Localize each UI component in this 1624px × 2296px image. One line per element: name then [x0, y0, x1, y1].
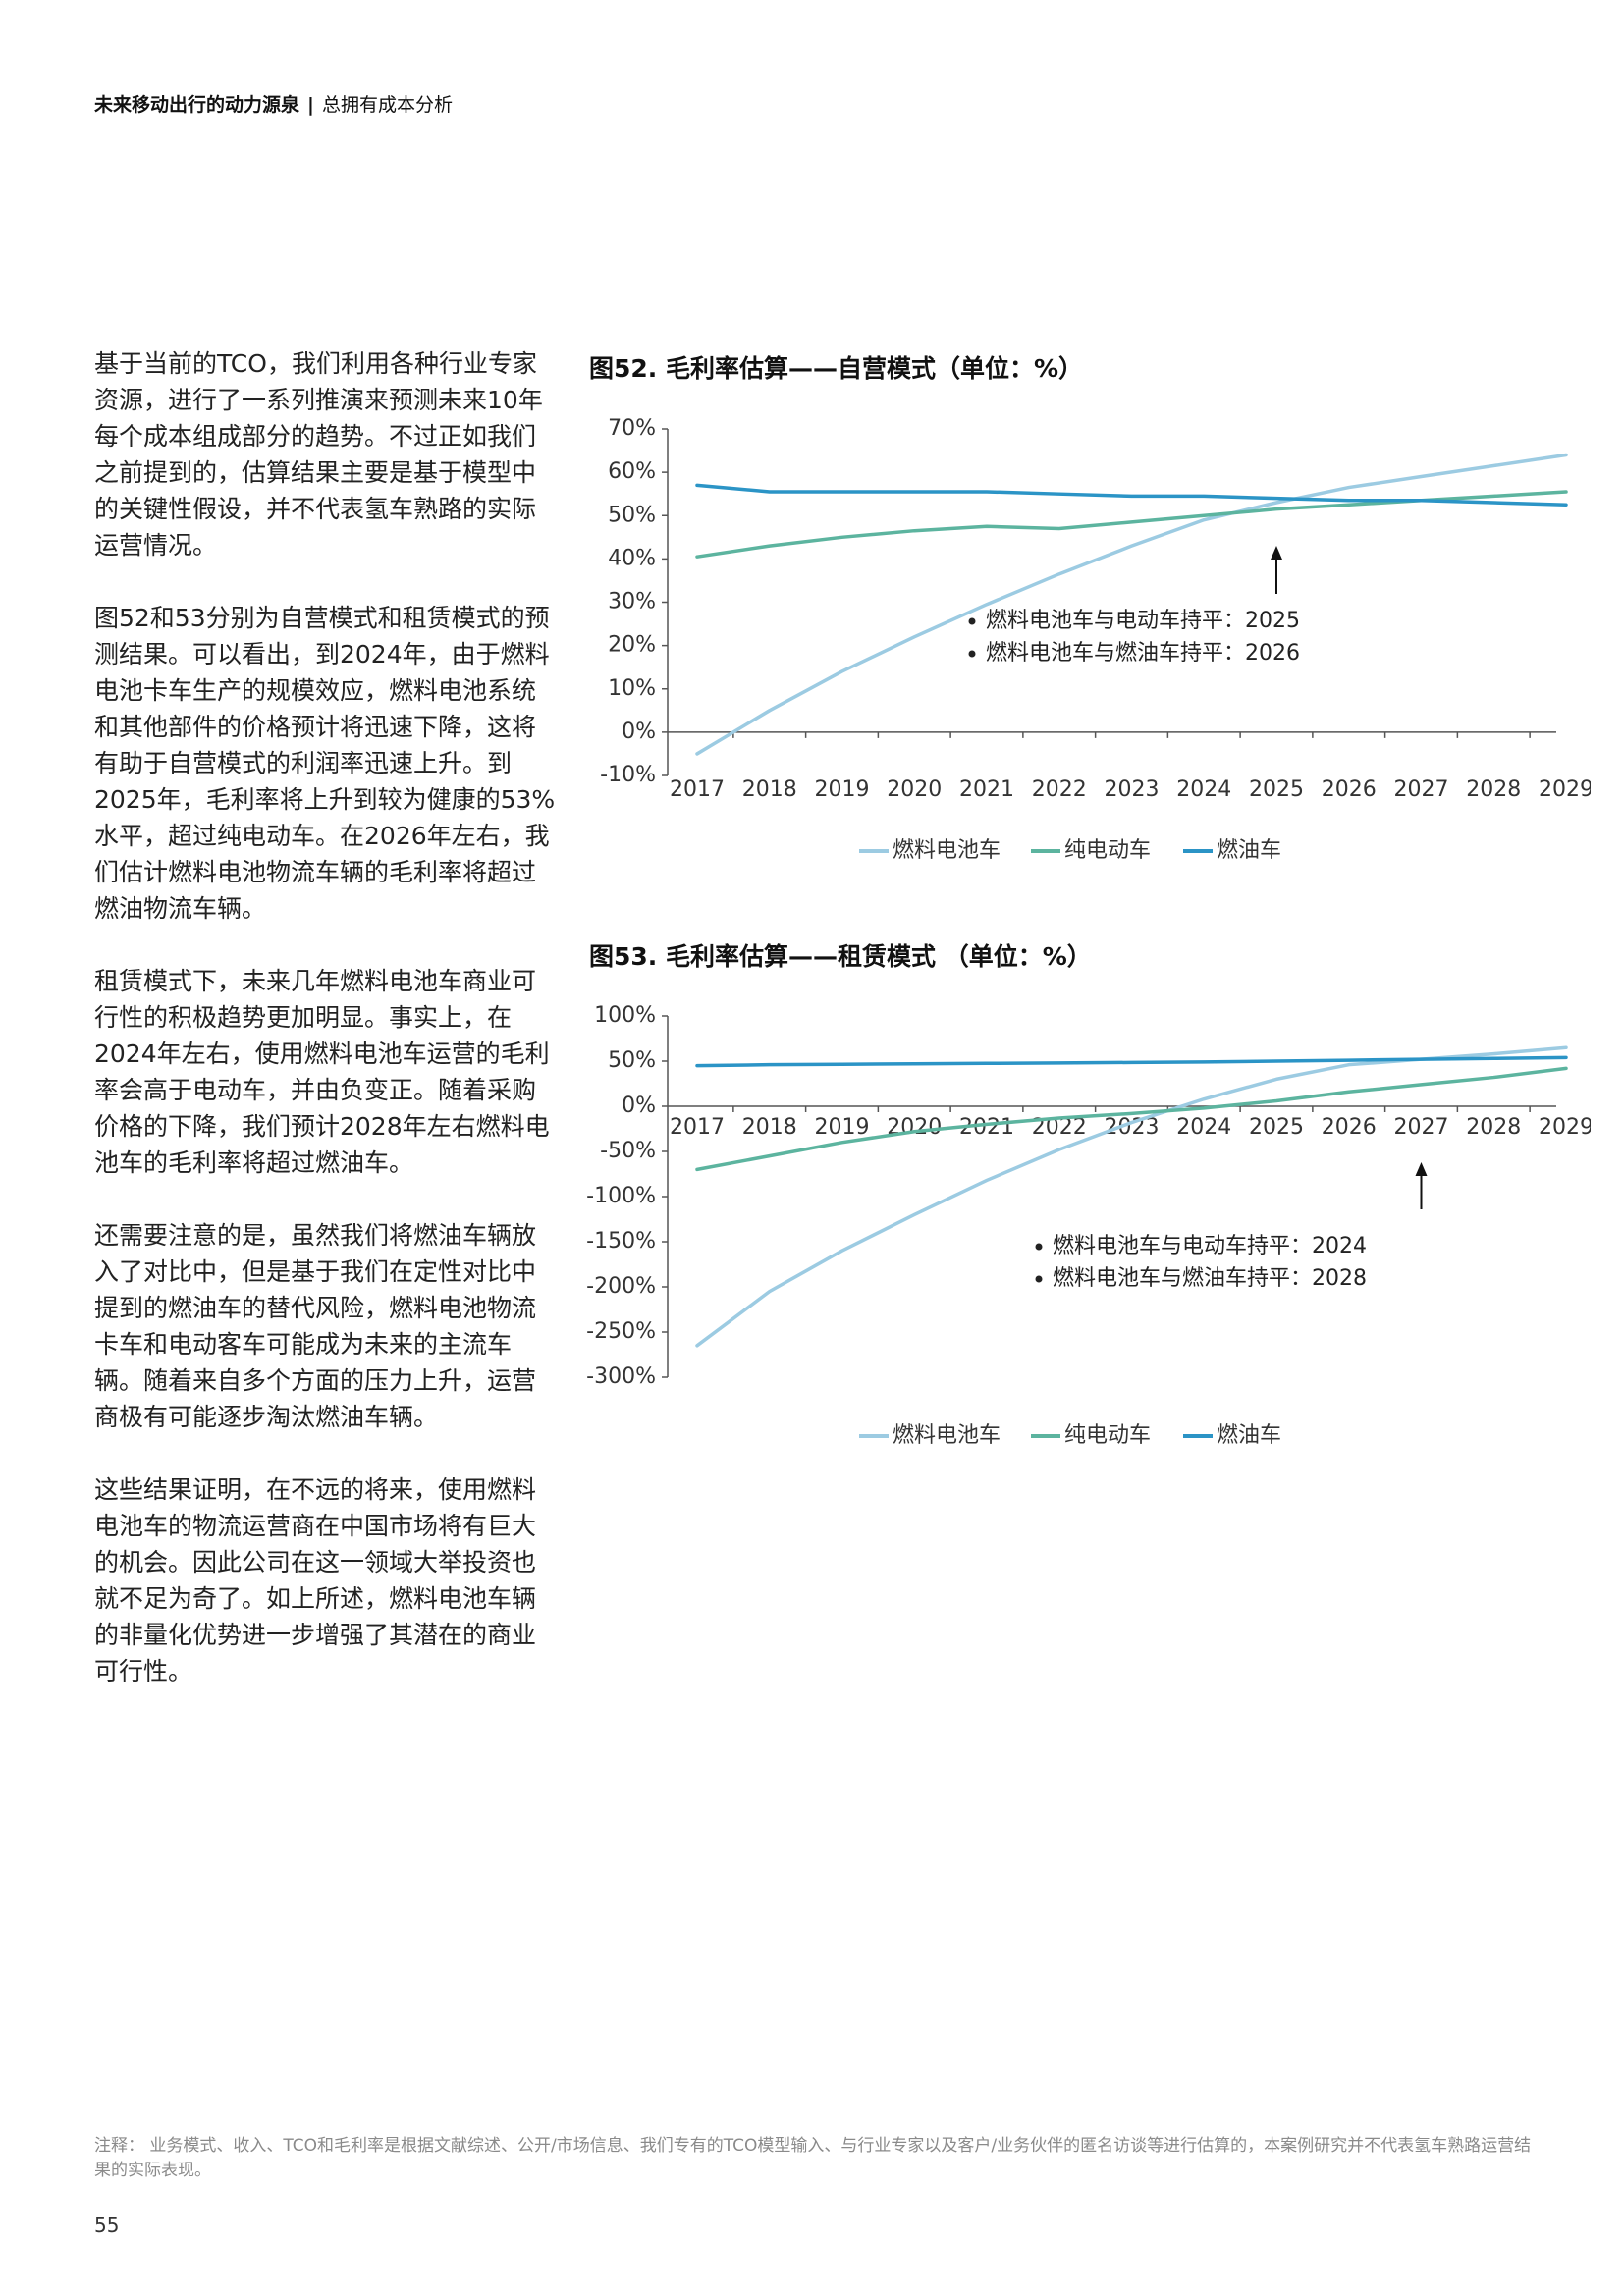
x-tick-label: 2023: [1105, 1115, 1160, 1140]
paragraph: 这些结果证明，在不远的将来，使用燃料电池车的物流运营商在中国市场将有巨大的机会。…: [94, 1475, 537, 1685]
x-tick-label: 2028: [1466, 1115, 1521, 1140]
x-tick-label: 2029: [1539, 777, 1591, 802]
annotation-arrowhead: [1415, 1162, 1428, 1176]
figure-52-title: 图52. 毛利率估算——自营模式（单位：%）: [589, 354, 1084, 383]
y-tick-label: 20%: [608, 633, 656, 658]
y-tick-label: -50%: [600, 1139, 656, 1163]
page-header: 未来移动出行的动力源泉 | 总拥有成本分析: [94, 90, 453, 117]
annotation-bullet: [968, 617, 976, 625]
y-tick-label: 0%: [622, 1094, 656, 1118]
y-tick-label: 50%: [608, 503, 656, 527]
y-tick-label: 100%: [594, 1003, 656, 1028]
body-text: 基于当前的TCO，我们利用各种行业专家资源，进行了一系列推演来预测未来10年每个…: [94, 346, 556, 1726]
paragraph: 基于当前的TCO，我们利用各种行业专家资源，进行了一系列推演来预测未来10年每个…: [94, 349, 543, 560]
x-tick-label: 2026: [1322, 777, 1377, 802]
series-line-1: [695, 453, 1568, 756]
annotation-bullet: [1035, 1243, 1043, 1251]
series-line-1: [695, 1045, 1568, 1348]
figure-53-chart: 100% 50% 0% -50% -100% -150% -200% -250% -300% 20…: [586, 1003, 1591, 1448]
x-tick-label: 2027: [1394, 1115, 1449, 1140]
report-title: 未来移动出行的动力源泉: [94, 94, 300, 116]
y-tick-label: -250%: [586, 1319, 656, 1344]
paragraph: 租赁模式下，未来几年燃料电池车商业可行性的积极趋势更加明显。事实上，在2024年…: [94, 967, 550, 1177]
y-tick-label: 0%: [622, 720, 656, 744]
page-number: 55: [94, 2214, 120, 2237]
x-tick-label: 2018: [742, 777, 797, 802]
x-tick-label: 2024: [1176, 777, 1231, 802]
annotation-bullet: [1035, 1275, 1043, 1283]
annotation-text: 燃料电池车与燃油车持平：2028: [1053, 1266, 1367, 1291]
header-separator: |: [307, 94, 314, 116]
x-tick-label: 2019: [815, 1115, 870, 1140]
x-tick-label: 2027: [1394, 777, 1449, 802]
paragraph: 还需要注意的是，虽然我们将燃油车辆放入了对比中，但是基于我们在定性对比中提到的燃…: [94, 1221, 537, 1431]
x-tick-label: 2017: [670, 1115, 725, 1140]
series-line-3: [695, 1055, 1568, 1068]
x-tick-label: 2026: [1322, 1115, 1377, 1140]
annotation-text: 燃料电池车与电动车持平：2025: [986, 609, 1300, 633]
y-tick-label: -200%: [586, 1274, 656, 1299]
y-tick-label: 40%: [608, 546, 656, 570]
annotation-bullet: [968, 650, 976, 658]
annotation-text: 燃料电池车与燃油车持平：2026: [986, 641, 1300, 666]
y-tick-label: 70%: [608, 416, 656, 441]
y-tick-label: 30%: [608, 590, 656, 614]
x-tick-label: 2024: [1176, 1115, 1231, 1140]
figure-53-title: 图53. 毛利率估算——租赁模式 （单位：%）: [589, 942, 1092, 971]
paragraph: 图52和53分别为自营模式和租赁模式的预测结果。可以看出，到2024年，由于燃料…: [94, 604, 556, 923]
x-tick-label: 2019: [815, 777, 870, 802]
y-tick-label: -100%: [586, 1184, 656, 1208]
x-tick-label: 2020: [887, 777, 942, 802]
section-title: 总拥有成本分析: [321, 94, 453, 116]
y-tick-label: -150%: [586, 1229, 656, 1254]
x-tick-label: 2022: [1032, 777, 1087, 802]
annotation-arrowhead: [1271, 546, 1282, 560]
y-tick-label: 60%: [608, 459, 656, 484]
y-tick-label: -10%: [600, 763, 656, 787]
y-tick-label: -300%: [586, 1364, 656, 1389]
footnote: 注释： 业务模式、收入、TCO和毛利率是根据文献综述、公开/市场信息、我们专有的…: [94, 2136, 1532, 2180]
x-tick-label: 2025: [1249, 777, 1304, 802]
x-tick-label: 2028: [1466, 777, 1521, 802]
x-tick-label: 2021: [959, 777, 1014, 802]
legend-label: 燃油车: [1217, 838, 1281, 863]
y-tick-label: 50%: [608, 1048, 656, 1073]
annotation-text: 燃料电池车与电动车持平：2024: [1053, 1234, 1367, 1258]
x-tick-label: 2029: [1539, 1115, 1591, 1140]
legend-label: 燃料电池车: [893, 838, 1001, 863]
x-tick-label: 2018: [742, 1115, 797, 1140]
legend-label: 燃油车: [1217, 1423, 1281, 1448]
legend-label: 纯电动车: [1064, 1423, 1151, 1448]
x-tick-label: 2017: [670, 777, 725, 802]
series-line-2: [695, 1066, 1568, 1172]
x-tick-label: 2025: [1249, 1115, 1304, 1140]
y-tick-label: 10%: [608, 676, 656, 701]
legend-label: 纯电动车: [1064, 838, 1151, 863]
legend-label: 燃料电池车: [893, 1423, 1001, 1448]
series-line-3: [695, 483, 1568, 507]
figure-52-chart: 70% 60% 50% 40% 30% 20% 10% 0% -10% 2017 2018 2019 2…: [600, 416, 1591, 863]
x-tick-label: 2023: [1105, 777, 1160, 802]
